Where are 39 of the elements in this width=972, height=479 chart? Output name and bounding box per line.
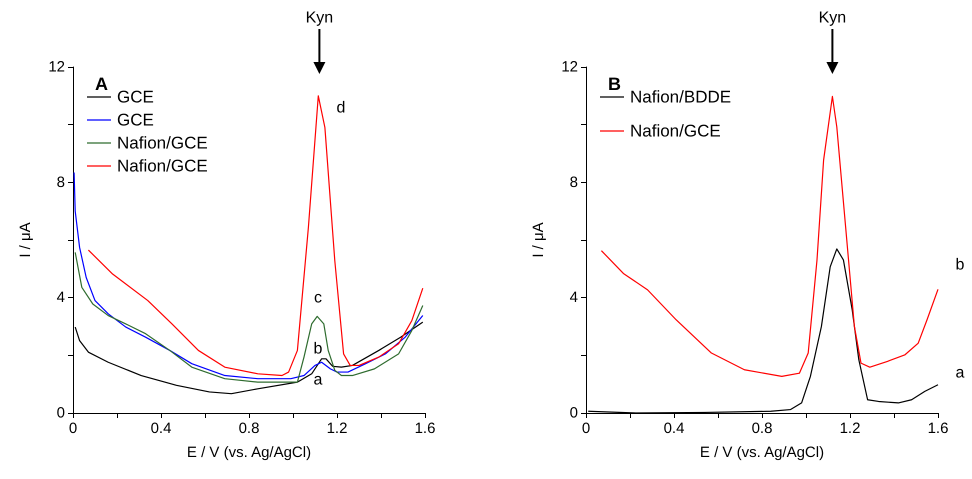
- annotation: c: [314, 290, 322, 306]
- legend-label: GCE: [117, 110, 154, 130]
- annotation: d: [336, 100, 346, 116]
- legend-label: Nafion/GCE: [117, 156, 208, 176]
- annotation: b: [314, 340, 323, 358]
- y-axis-title: I / μA: [17, 222, 34, 258]
- x-tick-label: 0.4: [664, 420, 684, 437]
- annotation: Kyn: [306, 10, 334, 26]
- x-tick-label: 0.8: [752, 420, 772, 437]
- annotation: Kyn: [818, 10, 846, 26]
- x-tick-label: 1.6: [928, 420, 948, 437]
- x-tick-label: 0.8: [238, 420, 260, 437]
- chart-title: B: [608, 74, 621, 94]
- legend-label: Nafion/GCE: [630, 122, 721, 140]
- x-tick-label: 0: [582, 420, 590, 437]
- x-tick-label: 1.2: [840, 420, 860, 437]
- line-series: [74, 252, 424, 383]
- x-axis-title: E / V (vs. Ag/AgCl): [186, 444, 312, 461]
- text: b: [956, 256, 965, 274]
- x-tick-label: 1.2: [326, 420, 348, 437]
- y-tick-label: 0: [570, 404, 578, 422]
- legend-label: Nafion/BDDE: [630, 88, 732, 106]
- legend-label: Nafion/GCE: [117, 134, 208, 152]
- y-tick-label: 8: [56, 174, 65, 191]
- x-axis-title: E / V (vs. Ag/AgCl): [700, 444, 824, 461]
- x-tick-label: 0: [68, 420, 78, 437]
- annotation: a: [314, 372, 323, 388]
- y-tick-label: 0: [56, 404, 65, 422]
- y-axis-title: I / μA: [530, 222, 547, 258]
- x-tick-label: 0.4: [150, 420, 172, 437]
- chart-title: A: [95, 74, 108, 94]
- y-tick-label: 12: [48, 58, 65, 76]
- y-tick-label: 12: [561, 58, 578, 76]
- legend-label: GCE: [117, 88, 154, 106]
- text: a: [956, 364, 965, 382]
- y-tick-label: 4: [56, 289, 65, 306]
- x-tick-label: 1.6: [414, 420, 436, 437]
- y-tick-label: 8: [570, 174, 578, 191]
- y-tick-label: 4: [570, 289, 578, 306]
